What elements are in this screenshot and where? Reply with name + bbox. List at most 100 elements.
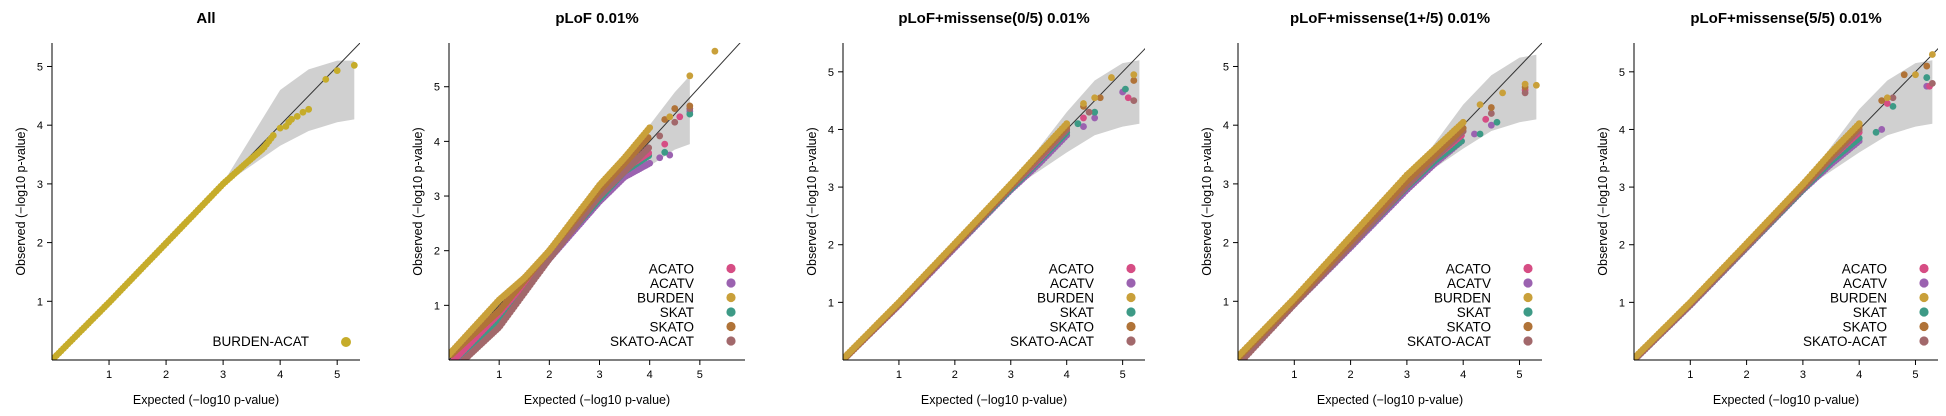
x-tick-label: 5 (1516, 369, 1522, 381)
x-tick-label: 4 (647, 369, 653, 381)
legend-label: SKATO (1842, 320, 1887, 335)
plot-area (52, 43, 360, 360)
x-tick-label: 3 (220, 369, 226, 381)
data-point (1063, 120, 1071, 128)
data-point (1928, 79, 1936, 87)
x-axis-label: Expected (−log10 p-value) (1713, 393, 1859, 407)
data-point (322, 75, 330, 83)
data-point (1080, 114, 1087, 122)
legend-label: SKATO-ACAT (610, 334, 694, 349)
y-tick-label: 2 (828, 240, 834, 252)
data-point (686, 72, 694, 80)
series-burden (1634, 51, 1936, 360)
data-point (1108, 74, 1115, 81)
x-tick-label: 4 (1064, 369, 1070, 381)
y-axis-label: Observed (−log10 p-value) (1200, 127, 1214, 275)
plot-area (1634, 48, 1938, 360)
x-tick-label: 1 (1291, 369, 1297, 381)
panel-title: All (196, 10, 215, 27)
data-point (1482, 115, 1490, 123)
data-point (1096, 94, 1104, 102)
data-point (1130, 71, 1138, 79)
data-point (1889, 94, 1897, 102)
legend-label: BURDEN (1830, 291, 1887, 306)
legend-marker (1126, 263, 1136, 274)
x-tick-label: 2 (1348, 369, 1354, 381)
qq-panel-5: 1 2 3 4 5 1 2 3 4 5 pLoF+missense(5/5) 0.01% Expect… (1596, 10, 1938, 407)
x-tick-label: 5 (1912, 369, 1918, 381)
series-burden (843, 71, 1138, 360)
x-tick-label: 3 (1404, 369, 1410, 381)
y-tick-label: 3 (37, 179, 43, 191)
y-axis-label: Observed (−log10 p-value) (1596, 127, 1610, 275)
x-axis-label: Expected (−log10 p-value) (133, 393, 279, 407)
data-point (1532, 81, 1540, 89)
data-point (305, 105, 313, 113)
data-point (1487, 121, 1495, 129)
legend-marker (1126, 292, 1136, 303)
legend-marker (1919, 307, 1929, 317)
legend-marker (1523, 292, 1533, 303)
data-point (1122, 85, 1129, 93)
data-point (1091, 108, 1099, 116)
y-tick-label: 3 (1223, 179, 1229, 191)
y-tick-label: 4 (434, 136, 440, 148)
legend-marker (1126, 278, 1136, 288)
data-point (1521, 89, 1529, 97)
x-tick-label: 2 (163, 369, 169, 381)
confidence-band (52, 60, 355, 360)
legend: BURDEN-ACAT (212, 334, 351, 349)
legend-marker (1523, 278, 1533, 288)
x-tick-label: 5 (334, 369, 340, 381)
data-point (1521, 80, 1529, 88)
data-point (1091, 94, 1099, 102)
panel-title: pLoF+missense(0/5) 0.01% (898, 10, 1089, 27)
qq-panel-2: 1 2 3 4 5 1 2 3 4 5 pLoF 0.01% Expected (−log10 p-v… (411, 10, 745, 407)
data-point (661, 148, 669, 156)
y-tick-label: 1 (37, 296, 43, 308)
legend-marker (1919, 292, 1929, 303)
y-tick-label: 1 (1619, 297, 1625, 309)
legend-label: SKATO-ACAT (1803, 334, 1887, 349)
legend-label: BURDEN (637, 291, 694, 306)
legend-marker (726, 292, 736, 303)
legend-marker (1919, 278, 1929, 288)
data-point (666, 151, 674, 159)
data-point (1493, 118, 1501, 126)
legend-label: ACATO (1049, 262, 1094, 277)
data-point (288, 115, 295, 123)
y-tick-label: 5 (434, 82, 440, 94)
legend-label: BURDEN-ACAT (212, 334, 309, 349)
x-tick-label: 2 (1744, 369, 1750, 381)
x-axis-label: Expected (−log10 p-value) (524, 393, 670, 407)
legend-marker (1126, 336, 1136, 346)
legend-label: SKATO (1049, 320, 1094, 335)
legend-marker (1523, 321, 1533, 332)
qq-panel-4: 1 2 3 4 5 1 2 3 4 5 pLoF+missense(1+/5) 0.01% Expec… (1200, 10, 1542, 407)
data-point (686, 110, 694, 118)
data-point (671, 105, 679, 112)
series-burden (1238, 80, 1540, 360)
y-axis-label: Observed (−log10 p-value) (14, 127, 28, 275)
data-point (1912, 71, 1919, 79)
data-point (656, 154, 664, 162)
y-tick-label: 3 (828, 182, 834, 194)
y-tick-label: 2 (37, 238, 43, 250)
legend-label: SKATO-ACAT (1407, 334, 1491, 349)
data-point (1499, 89, 1506, 97)
data-point (666, 113, 674, 121)
data-point (711, 47, 719, 55)
data-point (1080, 123, 1087, 130)
x-tick-label: 1 (896, 369, 902, 381)
y-tick-label: 2 (1619, 240, 1625, 252)
legend-label: ACATV (1843, 276, 1887, 291)
legend-marker (1523, 263, 1533, 274)
data-point (1900, 71, 1908, 79)
legend-label: SKAT (660, 305, 694, 320)
plot-area (449, 43, 741, 360)
series-skato-acat (460, 105, 694, 360)
data-point (661, 140, 669, 148)
